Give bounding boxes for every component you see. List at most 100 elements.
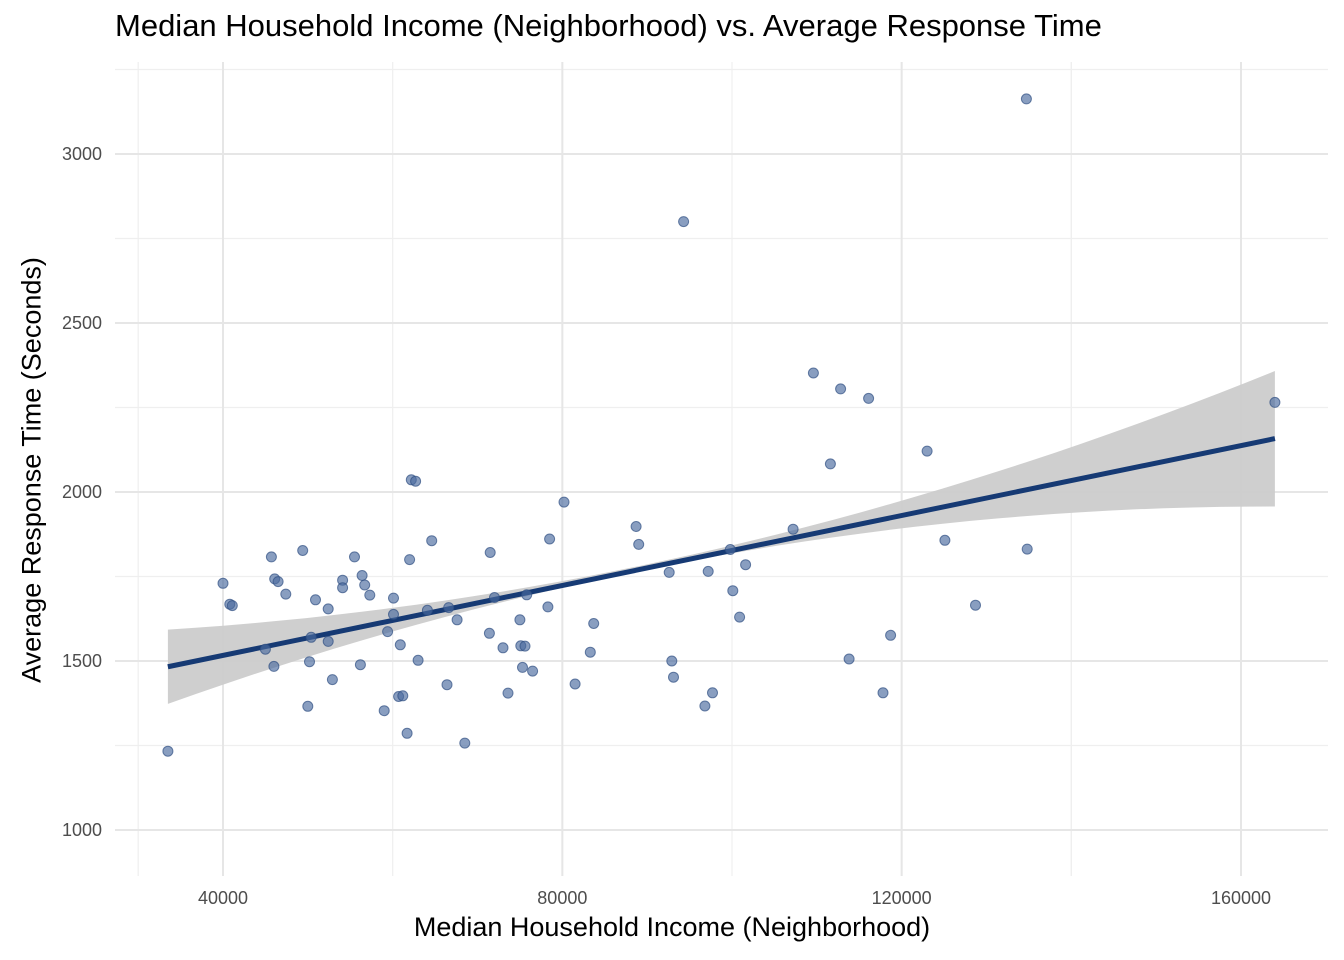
data-point [397, 690, 409, 702]
data-point [226, 600, 238, 612]
data-point [863, 392, 875, 404]
data-point [483, 627, 495, 639]
data-point [633, 538, 645, 550]
data-point [217, 577, 229, 589]
x-axis-label: Median Household Income (Neighborhood) [413, 912, 931, 942]
data-point [359, 579, 371, 591]
data-point [451, 614, 463, 626]
data-point [668, 671, 679, 683]
tick-labels: 40000 80000 120000 160000 1000 1500 2000 2500 30… [62, 144, 1271, 908]
y-tick-label: 2000 [62, 482, 102, 502]
data-point [702, 565, 714, 577]
data-point [824, 458, 836, 470]
data-point [584, 646, 596, 658]
data-point [268, 660, 280, 672]
data-point [724, 544, 736, 555]
data-point [843, 653, 855, 665]
data-point [426, 535, 438, 547]
data-point [354, 659, 366, 671]
data-point [558, 496, 570, 508]
data-point [349, 551, 360, 563]
y-tick-label: 2500 [62, 313, 102, 333]
data-point [1021, 543, 1033, 555]
data-point [162, 745, 174, 757]
x-tick-label: 80000 [537, 888, 587, 908]
data-point [310, 594, 321, 606]
confidence-band [167, 371, 1275, 704]
data-point [459, 737, 471, 749]
data-point [322, 603, 334, 615]
data-point [707, 687, 718, 699]
data-point [356, 570, 368, 581]
data-point [835, 383, 847, 395]
data-point [569, 678, 581, 690]
data-point [1020, 93, 1032, 105]
trend-line-layer [167, 436, 1276, 670]
data-point [441, 679, 453, 691]
data-point [514, 614, 526, 626]
data-point [517, 661, 528, 673]
data-point [304, 656, 315, 668]
y-tick-label: 1000 [62, 820, 102, 840]
data-point [280, 588, 292, 600]
data-point [394, 639, 406, 651]
data-point [663, 566, 675, 578]
data-point [1269, 396, 1281, 408]
data-point [970, 599, 981, 611]
data-point [727, 585, 739, 597]
data-points [162, 93, 1281, 757]
data-point [939, 534, 951, 546]
data-point [502, 687, 514, 699]
y-tick-label: 3000 [62, 144, 102, 164]
data-point [521, 589, 533, 601]
data-point [382, 626, 394, 638]
confidence-band-layer [167, 371, 1275, 704]
data-point [388, 608, 399, 620]
data-point [326, 674, 338, 686]
data-point [305, 631, 317, 643]
data-point [527, 665, 539, 677]
x-tick-label: 40000 [198, 888, 248, 908]
data-point [807, 367, 819, 379]
data-point [630, 521, 642, 532]
data-point [542, 601, 554, 613]
data-point [544, 533, 556, 545]
data-point [787, 523, 799, 535]
data-point [443, 602, 455, 614]
data-point [364, 589, 376, 601]
data-point [404, 554, 416, 566]
data-point [297, 545, 309, 556]
data-point [302, 700, 314, 712]
data-point [412, 654, 424, 666]
data-point [699, 700, 711, 712]
data-point [519, 640, 531, 652]
data-point [666, 655, 678, 667]
x-tick-label: 160000 [1211, 888, 1271, 908]
data-point [678, 216, 690, 228]
y-axis-label: Average Response Time (Seconds) [16, 257, 47, 683]
grid [115, 62, 1328, 876]
data-point [337, 582, 349, 594]
data-point [265, 551, 277, 563]
data-point [740, 559, 752, 571]
data-point [259, 643, 271, 655]
data-point [489, 592, 500, 603]
chart-title: Median Household Income (Neighborhood) v… [115, 8, 1102, 43]
data-point [401, 727, 413, 739]
data-point [388, 592, 399, 604]
data-point [272, 576, 284, 588]
trend-line [167, 436, 1276, 670]
data-point [410, 475, 422, 487]
data-point [484, 547, 496, 558]
data-point [734, 611, 746, 623]
y-tick-label: 1500 [62, 651, 102, 671]
data-point [885, 629, 897, 641]
data-point [497, 642, 509, 654]
x-tick-label: 120000 [872, 888, 932, 908]
data-point [421, 604, 433, 616]
data-point [921, 445, 933, 457]
data-point [378, 705, 390, 717]
data-point [877, 687, 889, 699]
data-point [322, 635, 334, 647]
